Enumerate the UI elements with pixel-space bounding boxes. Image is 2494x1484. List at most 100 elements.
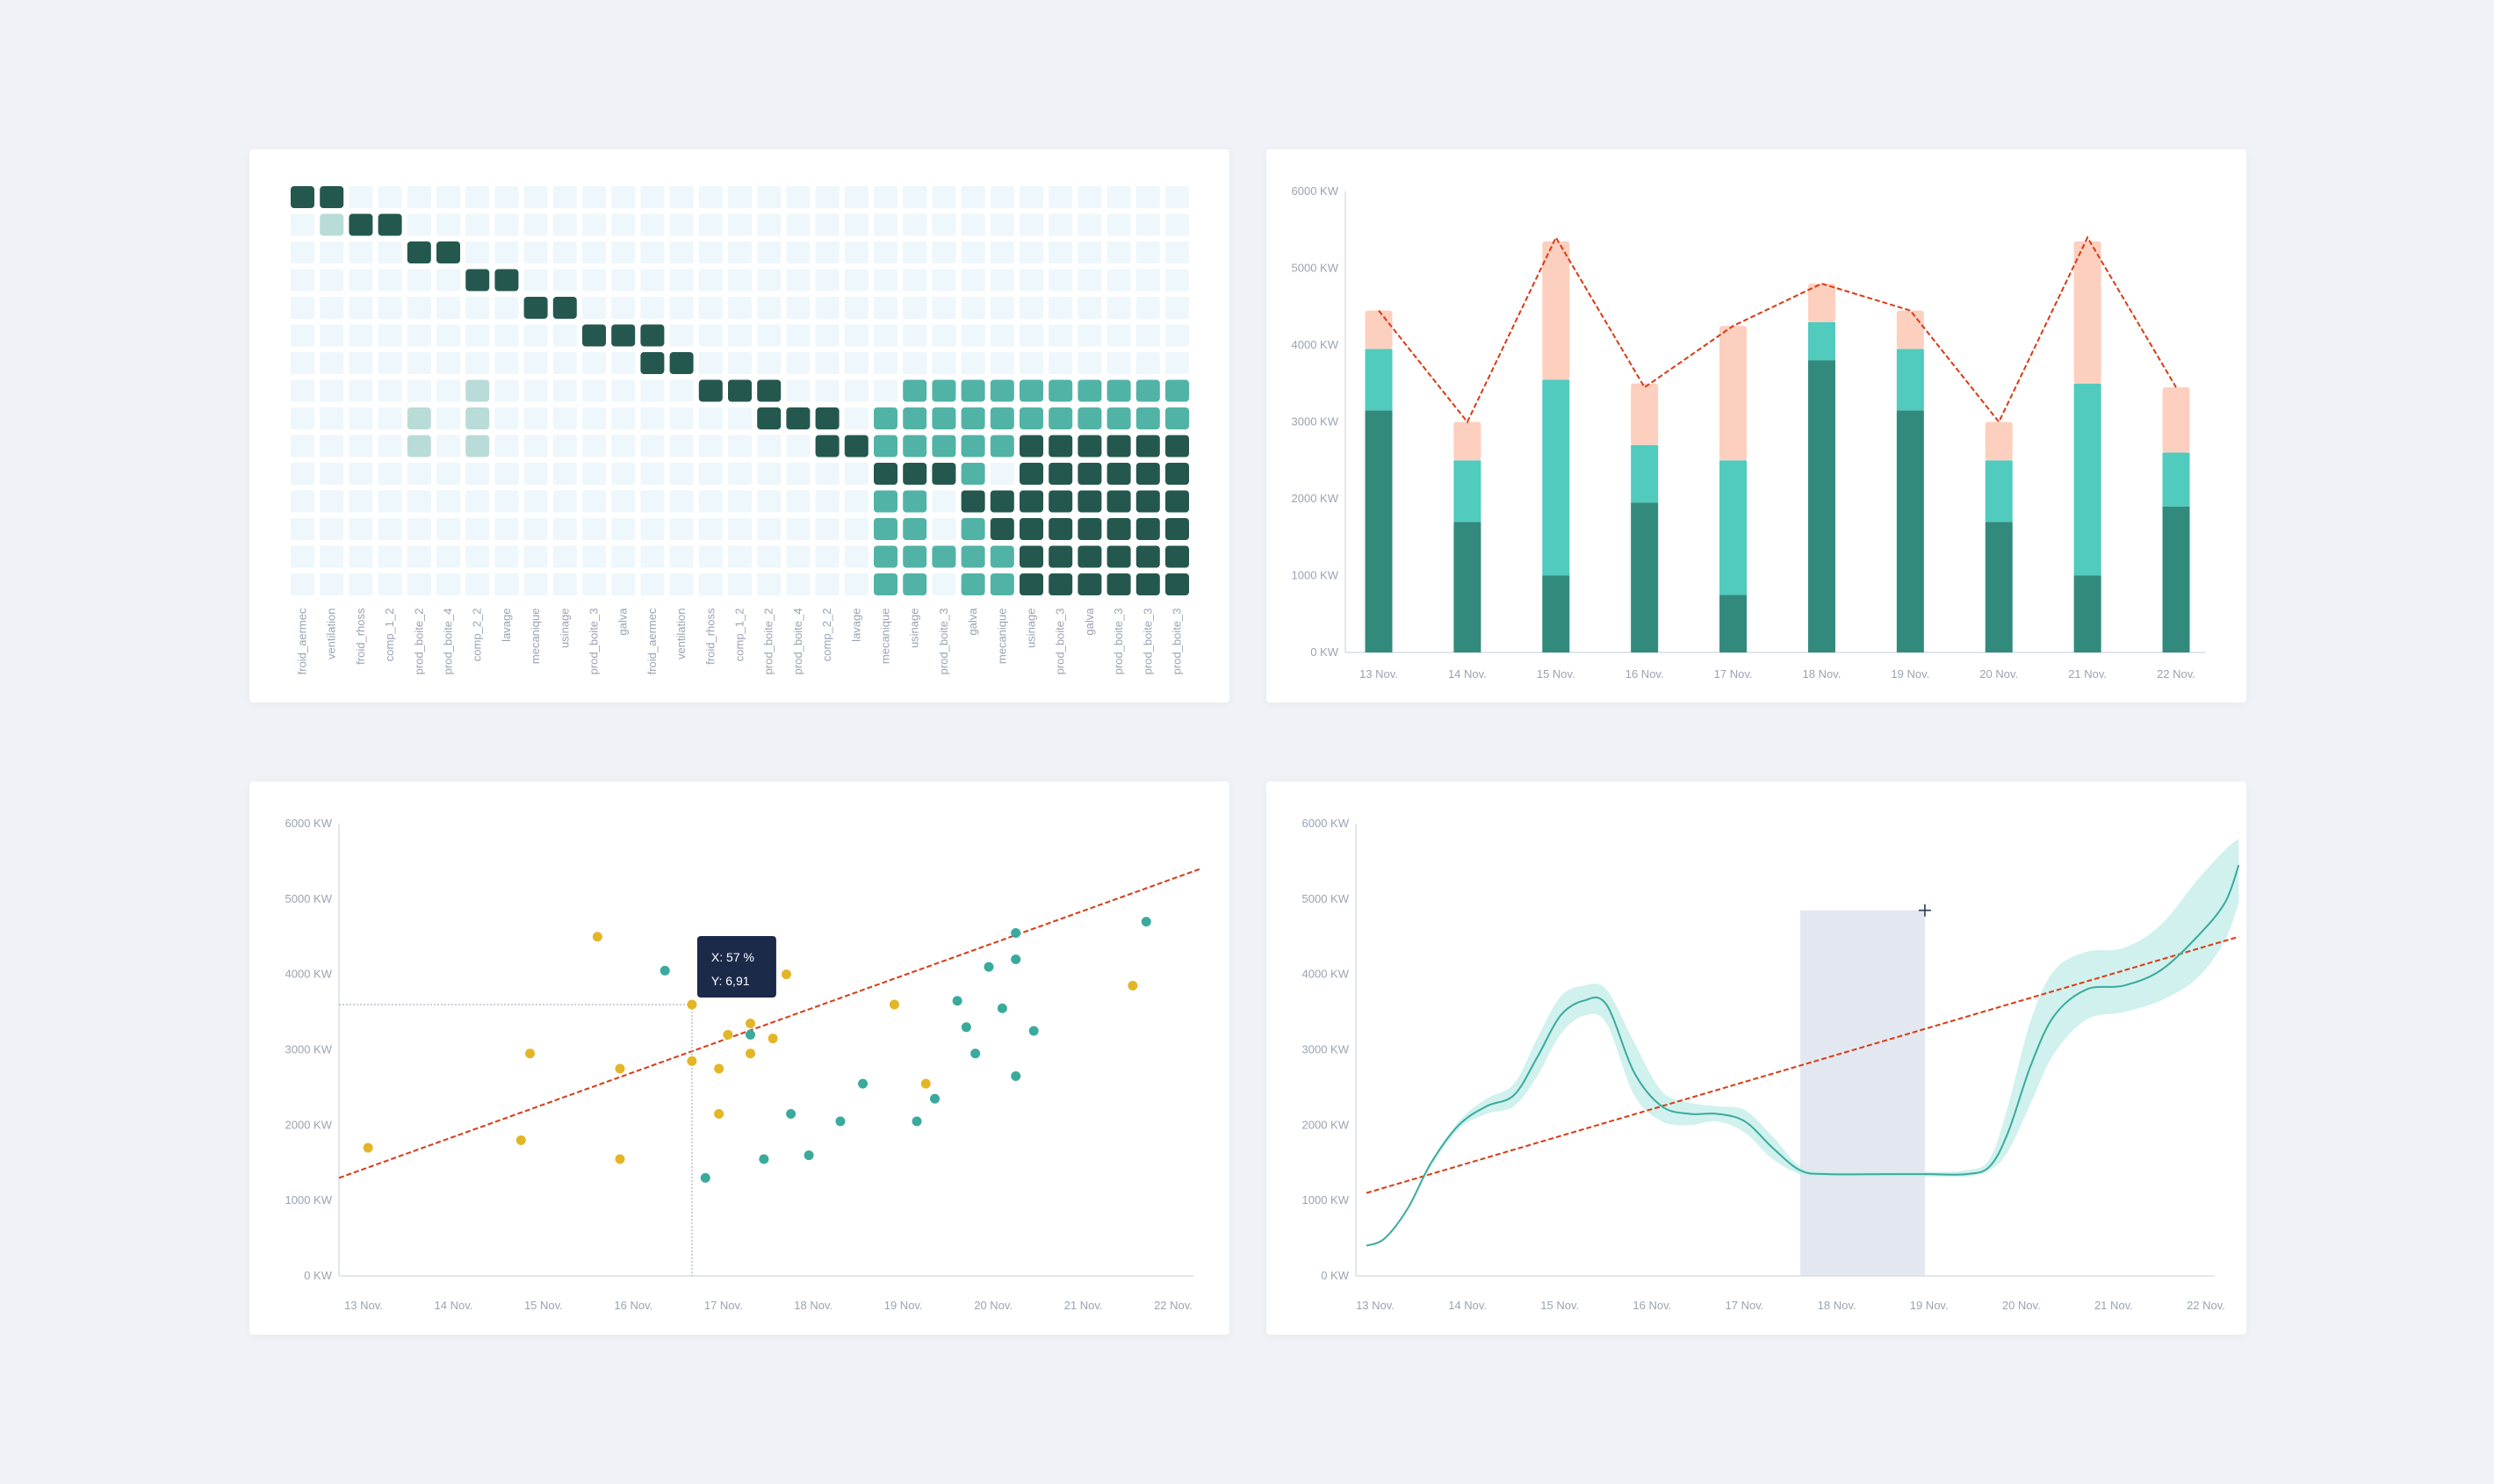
heatmap-cell[interactable] xyxy=(494,269,519,292)
heatmap-cell[interactable] xyxy=(1106,324,1131,347)
heatmap-cell[interactable] xyxy=(903,435,927,457)
heatmap-cell[interactable] xyxy=(349,379,373,402)
heatmap-cell[interactable] xyxy=(961,324,985,347)
heatmap-cell[interactable] xyxy=(1165,573,1189,595)
heatmap-cell[interactable] xyxy=(640,545,665,568)
bar-segment-middle[interactable] xyxy=(1631,444,1659,503)
bar-segment-middle[interactable] xyxy=(2073,383,2101,576)
heatmap-cell[interactable] xyxy=(786,490,811,513)
heatmap-cell[interactable] xyxy=(698,297,723,319)
heatmap-cell[interactable] xyxy=(932,352,956,374)
heatmap-cell[interactable] xyxy=(291,269,314,292)
heatmap-cell[interactable] xyxy=(698,573,723,595)
heatmap-cell[interactable] xyxy=(1078,213,1102,236)
scatter-point-yellow[interactable] xyxy=(515,1135,526,1145)
heatmap-cell[interactable] xyxy=(291,573,314,595)
heatmap-cell[interactable] xyxy=(1020,352,1043,374)
heatmap-cell[interactable] xyxy=(1078,490,1102,513)
scatter-point-yellow[interactable] xyxy=(746,1018,756,1028)
scatter-point-yellow[interactable] xyxy=(714,1108,724,1119)
heatmap-cell[interactable] xyxy=(874,297,897,319)
heatmap-cell[interactable] xyxy=(1106,186,1131,208)
heatmap-cell[interactable] xyxy=(698,269,723,292)
heatmap-cell[interactable] xyxy=(757,379,782,402)
heatmap-cell[interactable] xyxy=(1078,241,1102,263)
heatmap-cell[interactable] xyxy=(611,407,636,429)
heatmap-cell[interactable] xyxy=(990,545,1014,568)
heatmap-cell[interactable] xyxy=(1135,545,1160,568)
heatmap-cell[interactable] xyxy=(990,297,1014,319)
heatmap-cell[interactable] xyxy=(757,463,782,485)
heatmap-cell[interactable] xyxy=(815,269,840,292)
heatmap-cell[interactable] xyxy=(1135,490,1160,513)
bar-segment-base[interactable] xyxy=(1719,594,1748,652)
heatmap-cell[interactable] xyxy=(582,490,606,513)
heatmap-cell[interactable] xyxy=(757,241,782,263)
scatter-point-yellow[interactable] xyxy=(615,1063,625,1074)
heatmap-cell[interactable] xyxy=(1020,573,1043,595)
heatmap-cell[interactable] xyxy=(378,241,402,263)
heatmap-cell[interactable] xyxy=(1020,186,1043,208)
scatter-point-teal[interactable] xyxy=(912,1116,922,1127)
heatmap-cell[interactable] xyxy=(990,186,1014,208)
heatmap-cell[interactable] xyxy=(728,297,752,319)
heatmap-cell[interactable] xyxy=(1165,241,1189,263)
heatmap-cell[interactable] xyxy=(815,324,840,347)
heatmap-cell[interactable] xyxy=(494,435,519,457)
heatmap-cell[interactable] xyxy=(1135,241,1160,263)
bar-segment-top[interactable] xyxy=(1896,310,1924,349)
scatter-point-yellow[interactable] xyxy=(687,999,697,1010)
bar-segment-base[interactable] xyxy=(1896,410,1924,652)
heatmap-cell[interactable] xyxy=(378,545,402,568)
heatmap-cell[interactable] xyxy=(815,463,840,485)
heatmap-cell[interactable] xyxy=(1106,518,1131,540)
heatmap-cell[interactable] xyxy=(1049,241,1073,263)
heatmap-cell[interactable] xyxy=(523,435,548,457)
heatmap-cell[interactable] xyxy=(874,241,897,263)
scatter-point-teal[interactable] xyxy=(1028,1026,1039,1036)
heatmap-cell[interactable] xyxy=(932,407,956,429)
heatmap-cell[interactable] xyxy=(698,186,723,208)
heatmap-cell[interactable] xyxy=(990,573,1014,595)
heatmap-cell[interactable] xyxy=(757,213,782,236)
heatmap-cell[interactable] xyxy=(523,186,548,208)
scatter-point-teal[interactable] xyxy=(984,962,994,972)
heatmap-cell[interactable] xyxy=(903,407,927,429)
heatmap-cell[interactable] xyxy=(582,518,606,540)
heatmap-cell[interactable] xyxy=(523,379,548,402)
heatmap-cell[interactable] xyxy=(465,490,490,513)
heatmap-cell[interactable] xyxy=(815,352,840,374)
heatmap-cell[interactable] xyxy=(961,297,985,319)
heatmap-cell[interactable] xyxy=(407,186,431,208)
heatmap-cell[interactable] xyxy=(844,518,869,540)
heatmap-cell[interactable] xyxy=(436,269,460,292)
heatmap-cell[interactable] xyxy=(640,435,665,457)
heatmap-cell[interactable] xyxy=(465,213,490,236)
heatmap-cell[interactable] xyxy=(378,463,402,485)
heatmap-cell[interactable] xyxy=(786,573,811,595)
heatmap-cell[interactable] xyxy=(932,297,956,319)
heatmap-cell[interactable] xyxy=(291,297,314,319)
heatmap-cell[interactable] xyxy=(903,297,927,319)
heatmap-cell[interactable] xyxy=(815,518,840,540)
heatmap-cell[interactable] xyxy=(523,241,548,263)
heatmap-cell[interactable] xyxy=(465,463,490,485)
heatmap-cell[interactable] xyxy=(1049,352,1073,374)
scatter-point-teal[interactable] xyxy=(952,996,962,1006)
heatmap-cell[interactable] xyxy=(698,435,723,457)
heatmap-cell[interactable] xyxy=(611,213,636,236)
heatmap-cell[interactable] xyxy=(436,545,460,568)
scatter-point-yellow[interactable] xyxy=(889,999,899,1010)
heatmap-cell[interactable] xyxy=(1135,435,1160,457)
heatmap-cell[interactable] xyxy=(494,352,519,374)
heatmap-cell[interactable] xyxy=(611,573,636,595)
heatmap-cell[interactable] xyxy=(1020,518,1043,540)
heatmap-cell[interactable] xyxy=(844,269,869,292)
heatmap-cell[interactable] xyxy=(669,297,694,319)
heatmap-cell[interactable] xyxy=(1106,352,1131,374)
heatmap-cell[interactable] xyxy=(552,269,577,292)
heatmap-cell[interactable] xyxy=(844,463,869,485)
heatmap-cell[interactable] xyxy=(728,213,752,236)
heatmap-cell[interactable] xyxy=(552,213,577,236)
heatmap-cell[interactable] xyxy=(291,435,314,457)
